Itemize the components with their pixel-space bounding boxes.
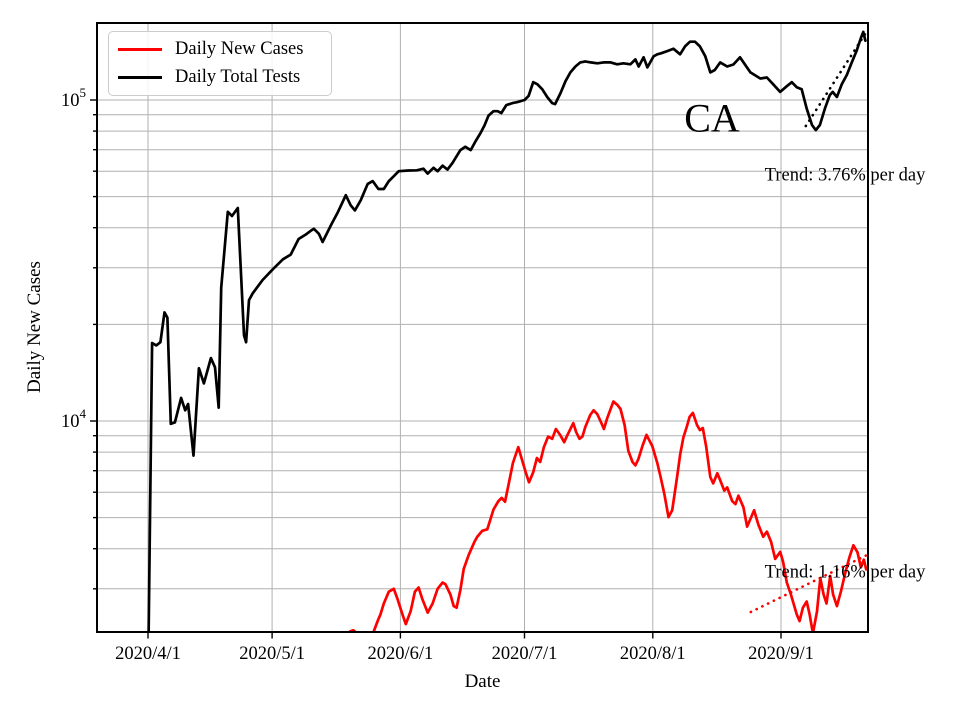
legend-item-daily-total-tests: Daily Total Tests xyxy=(118,67,331,89)
legend-black-line-swatch xyxy=(118,76,162,79)
gridlines xyxy=(97,23,868,632)
y-axis-title: Daily New Cases xyxy=(24,261,45,393)
x-tick-label: 2020/5/1 xyxy=(239,644,305,664)
state-annotation: CA xyxy=(684,95,740,141)
x-tick-label: 2020/6/1 xyxy=(368,644,434,664)
cases-trend-1-16-per-day-line xyxy=(749,553,868,614)
daily-total-tests-line xyxy=(147,30,867,632)
tests-trend-annotation: Trend: 3.76% per day xyxy=(764,165,926,186)
y-tick-label: 104 xyxy=(61,406,87,432)
cases-trend-annotation: Trend: 1.16% per day xyxy=(764,562,926,583)
x-tick-label: 2020/8/1 xyxy=(620,644,686,664)
tests-trend-3-76-per-day-line xyxy=(804,29,868,128)
series-group xyxy=(147,29,868,632)
axes-spines xyxy=(96,22,869,633)
x-tick-label: 2020/4/1 xyxy=(115,644,181,664)
legend-label: Daily New Cases xyxy=(175,39,304,60)
daily-new-cases-line xyxy=(348,400,868,632)
x-axis-title: Date xyxy=(464,671,501,692)
legend: Daily New Cases Daily Total Tests xyxy=(108,31,332,96)
legend-item-daily-new-cases: Daily New Cases xyxy=(118,39,331,61)
x-tick-label: 2020/9/1 xyxy=(748,644,814,664)
legend-label: Daily Total Tests xyxy=(175,67,301,88)
ticks: 2020/4/1 2020/5/1 2020/6/1 2020/7/1 2020/8/1… xyxy=(61,85,814,664)
y-tick-label: 105 xyxy=(61,85,86,111)
x-tick-label: 2020/7/1 xyxy=(492,644,558,664)
legend-red-line-swatch xyxy=(118,48,162,51)
